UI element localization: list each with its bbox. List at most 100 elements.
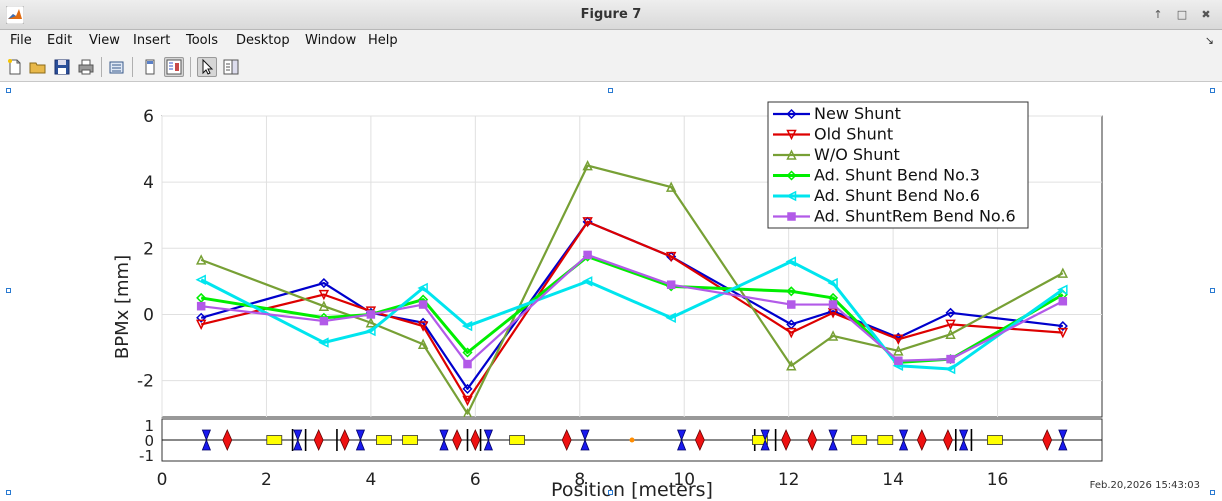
resize-handle[interactable] [6,490,11,495]
defocusing-quad [959,429,969,451]
data-point-marker [787,212,796,221]
x-tick-label: 12 [778,470,800,490]
bend-magnet [266,435,283,445]
data-point-marker [945,307,956,318]
show-plot-tools-icon[interactable] [164,57,184,77]
data-point-marker [945,328,956,340]
data-point-marker [894,356,903,366]
y-tick-label: 6 [143,107,154,127]
menu-window[interactable]: Window [305,33,357,48]
maximize-up-button[interactable]: ↑ [1153,8,1163,21]
focusing-quad [339,429,350,451]
hide-plot-tools-icon[interactable] [140,57,160,77]
data-point-marker [785,190,797,202]
data-point-marker [318,300,330,311]
lattice-layer [201,429,1068,451]
data-point-marker [582,217,593,228]
focusing-quad [313,429,324,451]
data-point-marker [785,256,797,267]
lattice-y-tick-label: -1 [139,447,154,465]
lattice-y-tick-label: 0 [144,432,154,450]
series-line [200,220,1063,402]
defocusing-quad [439,429,449,451]
x-axis-label: Position [meters] [551,479,713,501]
bend-magnet [509,435,526,445]
defocusing-quad [293,429,303,451]
data-point-marker [462,347,473,358]
new-figure-icon[interactable] [5,57,25,77]
data-point-marker [893,345,904,356]
menu-help[interactable]: Help [368,33,398,48]
defocusing-quad [677,429,687,451]
data-point-marker [946,354,955,364]
data-point-marker [195,319,207,331]
menu-insert[interactable]: Insert [133,33,171,48]
x-tick-label: 14 [882,470,904,490]
open-file-icon[interactable] [28,57,48,77]
main-y-ticks: -2 0 2 4 6 [137,107,154,392]
data-point-marker [787,300,796,309]
data-point-marker [417,338,429,349]
window-titlebar: Figure 7 ↑ □ ✖ [0,0,1222,30]
defocusing-quad [828,429,838,451]
link-plot-icon[interactable] [107,57,127,77]
data-point-marker [828,300,838,309]
dock-arrow-icon[interactable]: ↘ [1204,34,1214,47]
data-point-marker [786,327,797,339]
data-point-marker [418,300,428,309]
data-point-marker [318,289,330,301]
edit-plot-icon[interactable] [197,57,217,77]
data-point-marker [944,363,956,375]
series-layer [195,159,1069,417]
data-point-marker [319,316,329,326]
menu-tools[interactable]: Tools [186,33,219,48]
data-point-marker [893,334,904,345]
resize-handle[interactable] [1210,490,1215,495]
bend-magnet [376,435,392,445]
menu-file[interactable]: File [10,33,32,48]
restore-button[interactable]: □ [1176,8,1188,21]
data-point-marker [786,129,797,141]
focusing-quad [943,429,953,451]
defocusing-quad [760,429,770,451]
print-icon[interactable] [76,57,96,77]
timestamp-label: Feb.20,2026 15:43:03 [1089,480,1200,491]
resize-handle[interactable] [1210,88,1215,93]
focusing-quad [916,429,927,451]
bend-magnet [987,435,1003,445]
data-point-marker [462,395,473,407]
legend-label: W/O Shunt [814,145,900,164]
menu-edit[interactable]: Edit [47,33,73,48]
close-button[interactable]: ✖ [1201,8,1211,21]
window-title: Figure 7 [580,7,642,22]
defocusing-quad [580,429,590,451]
save-icon[interactable] [52,57,72,77]
data-point-marker [196,292,207,303]
data-point-marker [827,308,839,319]
data-point-marker [463,359,472,369]
property-inspector-icon[interactable] [221,57,241,77]
bend-magnet [877,435,894,445]
legend-label: Ad. Shunt Bend No.6 [814,186,980,205]
resize-handle[interactable] [6,88,11,93]
lattice-y-tick-label: 1 [144,417,154,435]
data-point-marker [665,312,676,323]
menu-desktop[interactable]: Desktop [236,33,290,48]
resize-handle[interactable] [6,288,11,293]
menu-view[interactable]: View [89,33,120,48]
data-point-marker [786,286,797,297]
data-point-marker [786,170,797,181]
y-tick-label: 0 [143,305,154,325]
data-point-marker [665,181,677,192]
x-tick-label: 0 [157,470,168,490]
resize-handle[interactable] [608,490,613,495]
series-line [200,260,1064,371]
legend[interactable]: New Shunt Old Shunt W/O Shunt Ad. Shunt … [767,101,1029,229]
resize-handle[interactable] [1210,288,1215,293]
focusing-quad [781,429,791,451]
defocusing-quad [1058,429,1068,451]
focusing-quad [561,429,572,451]
x-tick-label: 2 [261,470,272,490]
series-line [200,164,1064,415]
resize-handle[interactable] [608,88,613,93]
